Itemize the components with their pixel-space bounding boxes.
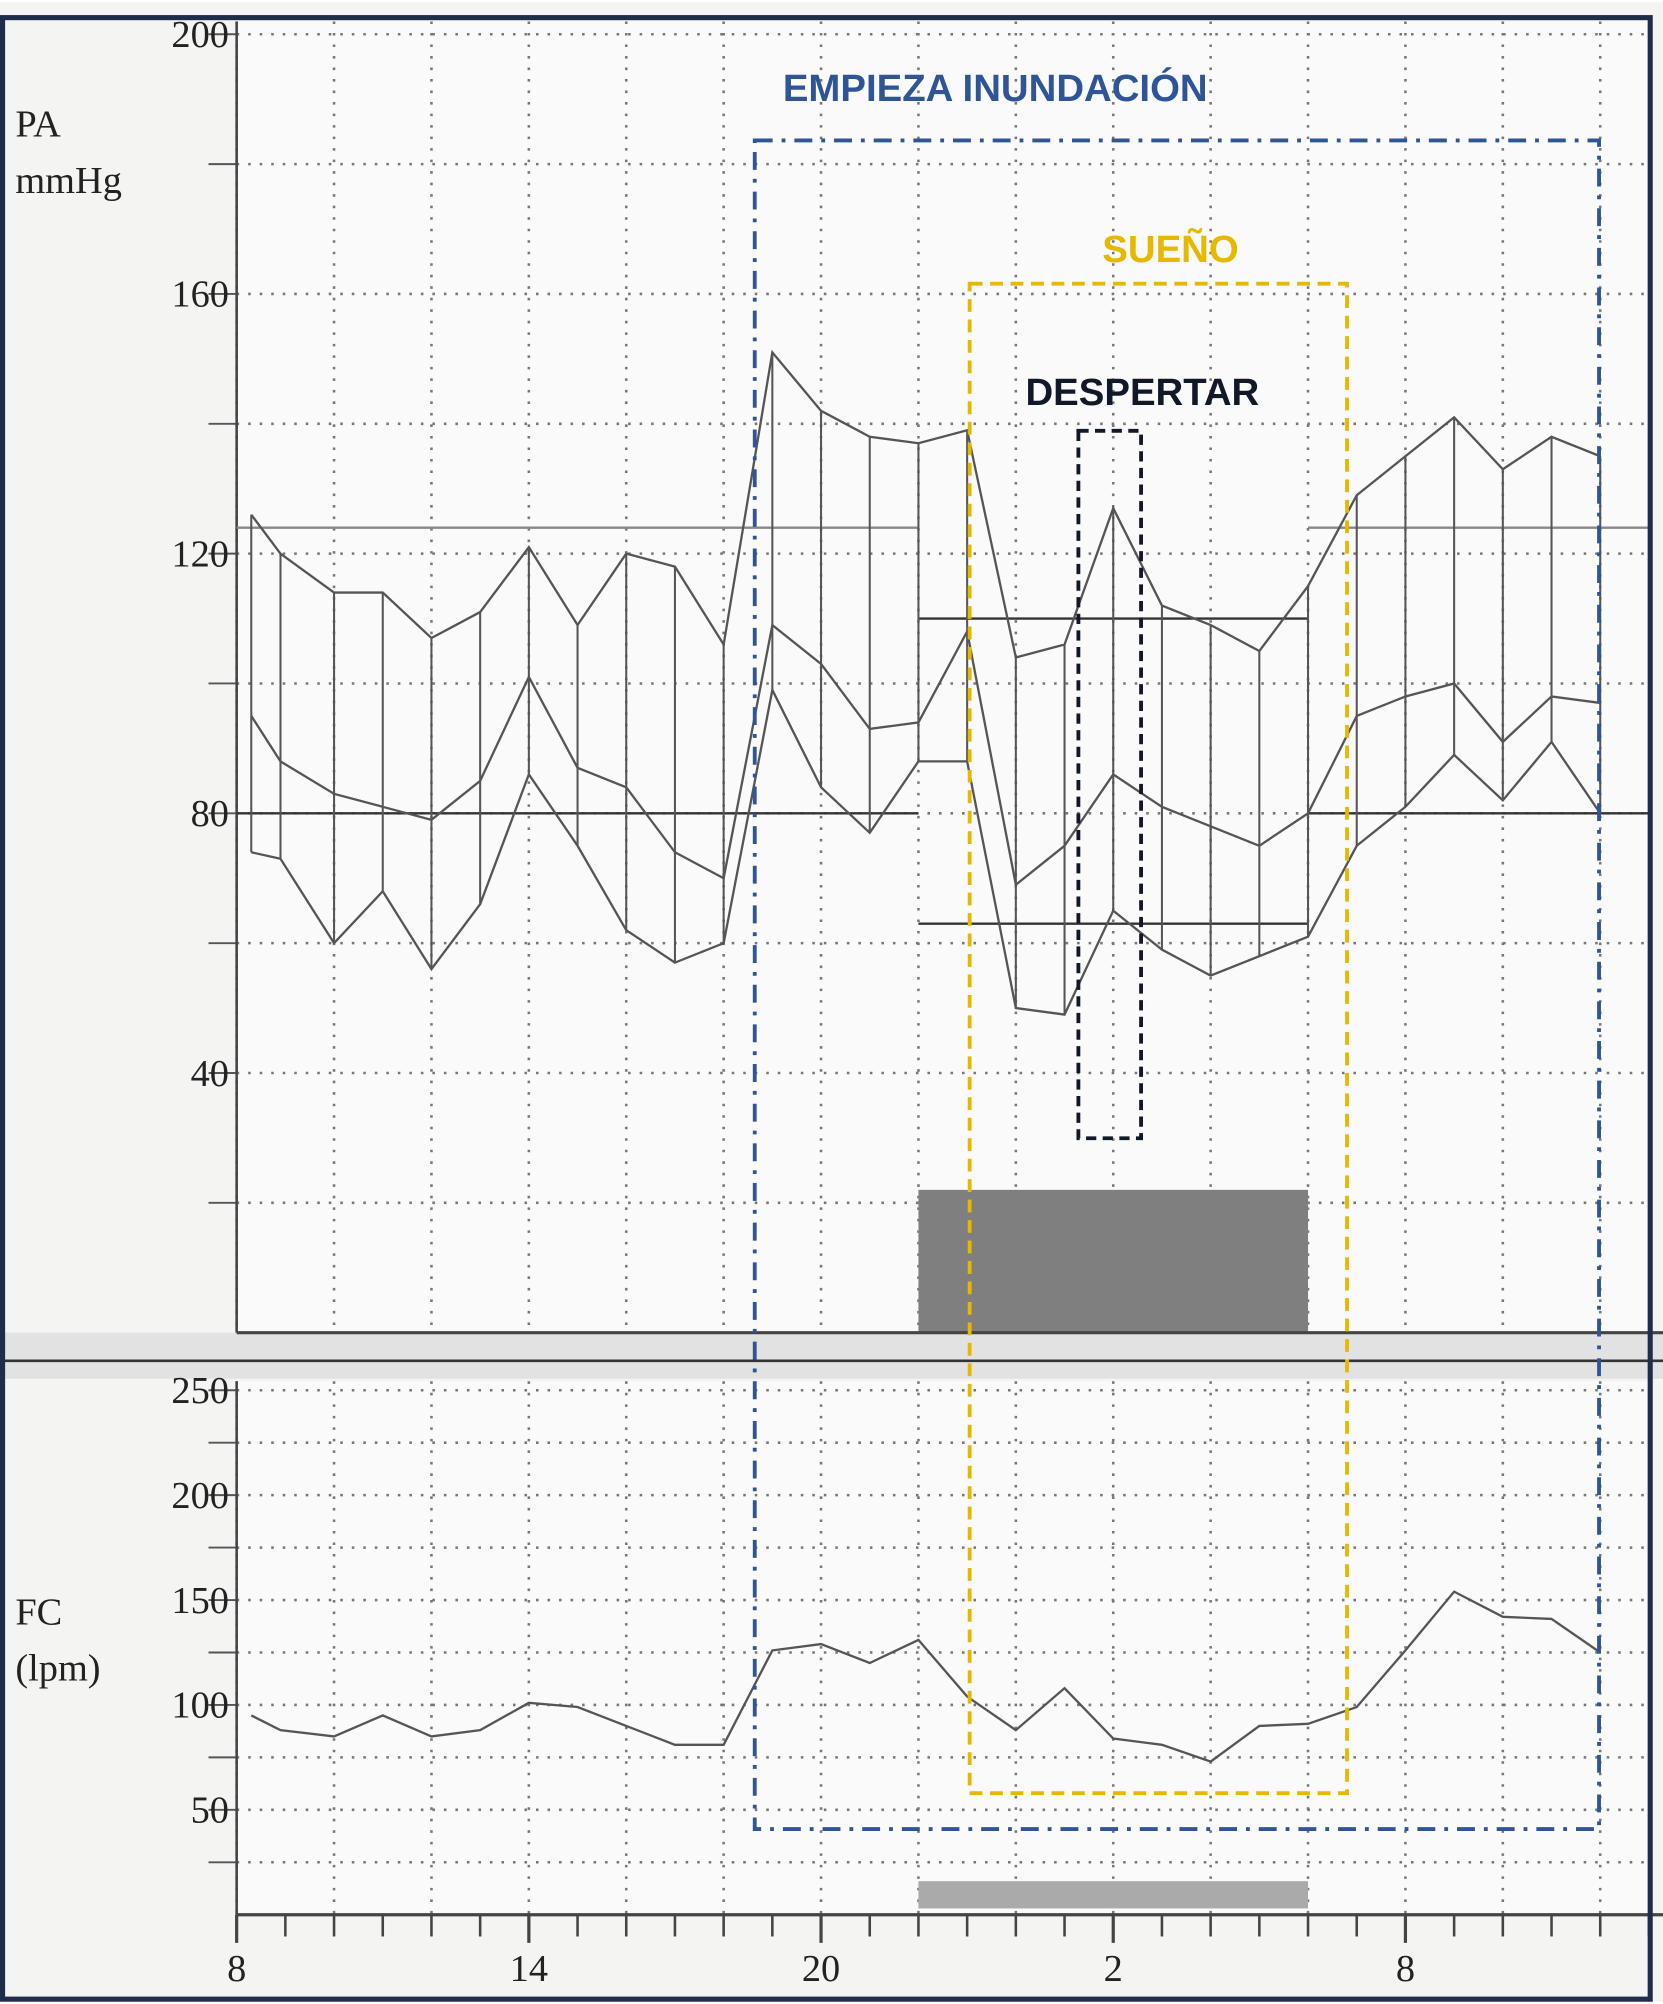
y-axis-label: FC [15, 1591, 62, 1633]
sleep-shade [918, 1881, 1309, 1909]
y-axis-label: (lpm) [15, 1648, 100, 1690]
x-tick-label: 2 [1104, 1948, 1123, 1990]
y-tick-label: 80 [191, 793, 229, 835]
annotation-box [752, 138, 1601, 1831]
plot-area [236, 1381, 1651, 1915]
y-axis-label: mmHg [15, 160, 122, 202]
x-tick-label: 8 [1396, 1948, 1415, 1990]
sleep-shade [918, 1189, 1309, 1333]
annotation: DESPERTAR [1025, 371, 1259, 414]
y-axis-label: PA [15, 104, 61, 146]
series-line [250, 622, 1601, 887]
annotation: SUEÑO [1102, 227, 1238, 271]
panel-separator [0, 1332, 1663, 1379]
y-tick-label: 100 [171, 1685, 229, 1727]
y-tick-label: 200 [171, 14, 229, 56]
series-line [251, 686, 1602, 1016]
annotation-box [1076, 428, 1143, 1141]
y-tick-label: 120 [171, 533, 229, 575]
y-tick-label: 40 [191, 1053, 229, 1095]
frame [0, 15, 1653, 2002]
y-tick-label: 150 [171, 1580, 229, 1622]
y-tick-label: 160 [171, 274, 229, 316]
y-tick-label: 50 [191, 1790, 229, 1832]
x-tick-label: 20 [802, 1948, 840, 1990]
series-line [250, 349, 1601, 659]
x-tick-label: 8 [227, 1948, 246, 1990]
annotation: EMPIEZA INUNDACIÓN [783, 66, 1208, 110]
x-tick-label: 14 [510, 1948, 548, 1990]
series-line [250, 1590, 1601, 1763]
y-tick-label: 200 [171, 1475, 229, 1517]
y-tick-label: 250 [171, 1370, 229, 1412]
annotation-box [967, 281, 1349, 1796]
